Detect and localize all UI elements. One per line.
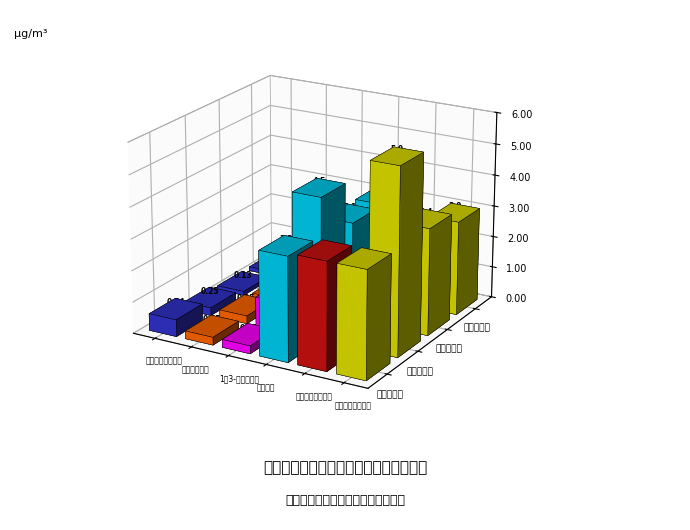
Text: μg/m³: μg/m³ xyxy=(14,29,48,39)
Text: （非有機塩素系揮発性有機化合物）: （非有機塩素系揮発性有機化合物） xyxy=(285,493,405,507)
Text: 平成１４年度有害大気汚染物質年平均値: 平成１４年度有害大気汚染物質年平均値 xyxy=(263,460,427,475)
